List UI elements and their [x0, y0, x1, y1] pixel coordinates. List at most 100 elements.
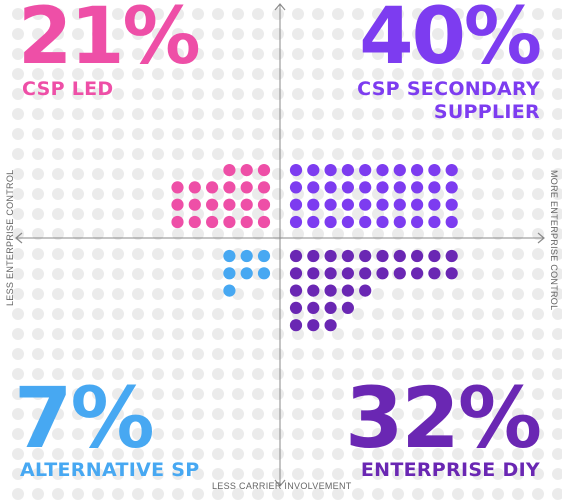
- background-dot: [12, 208, 24, 220]
- background-dot: [352, 8, 364, 20]
- background-dot: [252, 328, 264, 340]
- background-dot: [352, 68, 364, 80]
- background-dot: [312, 148, 324, 160]
- waffle-dot-enterprise-diy: [324, 301, 337, 314]
- background-dot: [552, 148, 562, 160]
- background-dot: [492, 268, 504, 280]
- background-dot: [212, 68, 224, 80]
- background-dot: [92, 248, 104, 260]
- background-dot: [112, 308, 124, 320]
- label-alternative-sp: ALTERNATIVE SP: [20, 459, 200, 481]
- waffle-dot-csp-secondary-supplier: [359, 198, 372, 211]
- background-dot: [412, 8, 424, 20]
- background-dot: [72, 408, 84, 420]
- waffle-dot-csp-secondary-supplier: [411, 215, 424, 229]
- background-dot: [232, 328, 244, 340]
- background-dot: [492, 8, 504, 20]
- waffle-dot-csp-secondary-supplier: [289, 215, 303, 229]
- background-dot: [492, 188, 504, 200]
- background-dot: [92, 208, 104, 220]
- background-dot: [312, 388, 324, 400]
- background-dot: [392, 288, 404, 300]
- background-dot: [32, 408, 44, 420]
- background-dot: [352, 328, 364, 340]
- background-dot: [112, 88, 124, 100]
- waffle-dot-alternative-sp: [223, 267, 236, 280]
- background-dot: [492, 388, 504, 400]
- background-dot: [152, 448, 164, 460]
- background-dot: [512, 468, 524, 480]
- background-dot: [292, 468, 304, 480]
- background-dot: [532, 228, 544, 240]
- background-dot: [232, 108, 244, 120]
- background-dot: [72, 288, 84, 300]
- background-dot: [552, 68, 562, 80]
- background-dot: [212, 268, 224, 280]
- background-dot: [172, 128, 184, 140]
- background-dot: [92, 28, 104, 40]
- background-dot: [172, 388, 184, 400]
- background-dot: [512, 348, 524, 360]
- background-dot: [472, 128, 484, 140]
- background-dot: [172, 48, 184, 60]
- background-dot: [232, 368, 244, 380]
- background-dot: [272, 368, 284, 380]
- background-dot: [312, 8, 324, 20]
- waffle-dot-enterprise-diy: [341, 267, 354, 280]
- waffle-dot-csp-led: [240, 198, 253, 211]
- background-dot: [512, 388, 524, 400]
- background-dot: [112, 388, 124, 400]
- background-dot: [112, 168, 124, 180]
- background-dot: [212, 88, 224, 100]
- background-dot: [112, 48, 124, 60]
- background-dot: [352, 128, 364, 140]
- background-dot: [52, 428, 64, 440]
- background-dot: [512, 88, 524, 100]
- waffle-dot-enterprise-diy: [376, 249, 389, 263]
- background-dot: [532, 348, 544, 360]
- background-dot: [252, 88, 264, 100]
- background-dot: [212, 328, 224, 340]
- waffle-dot-enterprise-diy: [411, 267, 424, 280]
- background-dot: [552, 108, 562, 120]
- background-dot: [332, 8, 344, 20]
- background-dot: [192, 108, 204, 120]
- background-dot: [52, 68, 64, 80]
- background-dot: [412, 88, 424, 100]
- background-dot: [312, 48, 324, 60]
- background-dot: [152, 328, 164, 340]
- waffle-dot-csp-secondary-supplier: [341, 164, 354, 177]
- waffle-dot-csp-led: [257, 198, 271, 211]
- background-dot: [372, 288, 384, 300]
- background-dot: [332, 208, 344, 220]
- background-dot: [172, 148, 184, 160]
- background-dot: [172, 8, 184, 20]
- background-dot: [372, 128, 384, 140]
- background-dot: [32, 428, 44, 440]
- background-dot: [52, 468, 64, 480]
- background-dot: [552, 428, 562, 440]
- background-dot: [512, 28, 524, 40]
- down-arrow-icon: [274, 479, 286, 487]
- background-dot: [112, 328, 124, 340]
- background-dot: [392, 348, 404, 360]
- background-dot: [92, 228, 104, 240]
- background-dot: [152, 68, 164, 80]
- background-dot: [432, 28, 444, 40]
- background-dot: [532, 328, 544, 340]
- background-dot: [492, 328, 504, 340]
- background-dot: [212, 108, 224, 120]
- background-dot: [372, 108, 384, 120]
- background-dot: [12, 368, 24, 380]
- background-dot: [512, 148, 524, 160]
- background-dot: [432, 468, 444, 480]
- background-dot: [232, 348, 244, 360]
- background-dot: [172, 408, 184, 420]
- background-dot: [32, 268, 44, 280]
- background-dot: [272, 188, 284, 200]
- background-dot: [532, 368, 544, 380]
- waffle-dot-csp-led: [206, 215, 219, 229]
- background-dot: [152, 488, 164, 500]
- background-dot: [532, 288, 544, 300]
